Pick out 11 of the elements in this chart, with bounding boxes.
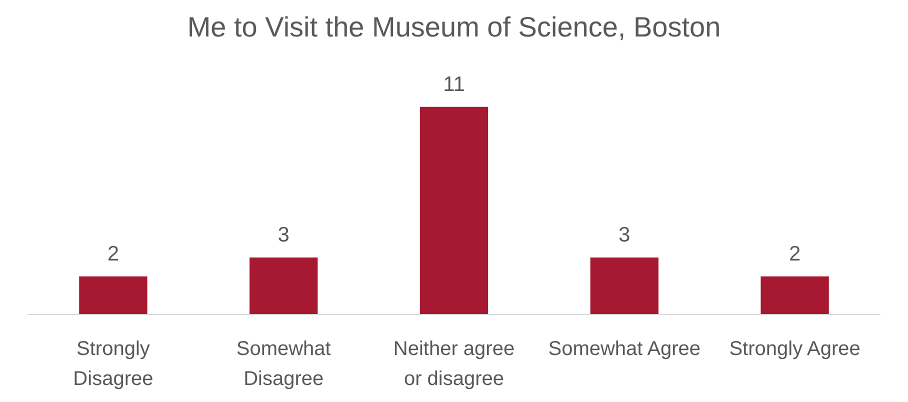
x-tick-label: Somewhat Agree: [548, 338, 701, 360]
x-tick-label: Somewhat Disagree: [236, 338, 332, 390]
chart-title: Me to Visit the Museum of Science, Boston: [187, 12, 721, 42]
data-label: 3: [618, 224, 630, 246]
x-tick-label: Neither agree or disagree: [393, 338, 515, 390]
data-label: 2: [107, 242, 120, 266]
x-tick-label: Strongly Disagree: [73, 338, 154, 390]
x-tick-label: Strongly Agree: [729, 338, 860, 360]
data-label: 2: [788, 242, 801, 266]
data-label: 3: [278, 224, 290, 246]
data-label: 11: [443, 72, 465, 96]
